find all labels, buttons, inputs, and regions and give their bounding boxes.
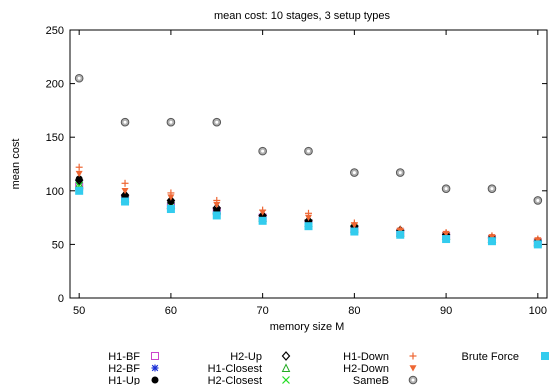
data-point xyxy=(74,73,84,83)
data-point xyxy=(533,240,542,249)
legend-marker xyxy=(409,365,417,372)
data-point xyxy=(442,235,451,244)
data-point xyxy=(75,163,83,171)
legend-label: H2-Closest xyxy=(208,375,262,385)
y-axis-label: mean cost xyxy=(10,139,22,190)
legend-marker xyxy=(408,375,418,385)
legend-marker xyxy=(281,363,291,372)
data-point xyxy=(166,205,175,214)
y-tick-label: 250 xyxy=(46,25,64,37)
legend-marker xyxy=(151,352,159,360)
x-tick-label: 60 xyxy=(165,305,177,317)
legend-label: H2-BF xyxy=(108,363,140,375)
data-point xyxy=(212,211,221,220)
legend-marker xyxy=(151,376,159,384)
x-tick-label: 90 xyxy=(440,305,452,317)
data-point xyxy=(350,219,358,227)
data-point xyxy=(212,117,222,127)
data-point xyxy=(258,216,267,225)
data-point xyxy=(350,227,359,236)
chart-title: mean cost: 10 stages, 3 setup types xyxy=(214,10,391,22)
x-tick-label: 70 xyxy=(257,305,269,317)
legend-label: H1-Up xyxy=(108,375,140,385)
data-point xyxy=(167,198,175,206)
data-point xyxy=(166,117,176,127)
data-point xyxy=(75,170,83,178)
data-point xyxy=(395,168,405,177)
legend-marker xyxy=(282,376,290,384)
legend-label: H1-Down xyxy=(343,351,389,363)
data-point xyxy=(304,222,313,231)
legend-label: Brute Force xyxy=(462,351,519,363)
data-point xyxy=(304,146,313,156)
data-point xyxy=(305,209,312,217)
x-tick-label: 50 xyxy=(73,305,85,317)
data-point xyxy=(259,206,267,214)
legend-marker xyxy=(409,352,417,360)
y-tick-label: 50 xyxy=(52,239,64,251)
data-point xyxy=(213,196,221,204)
data-point xyxy=(442,229,450,237)
data-point xyxy=(350,168,359,177)
legend-label: H1-Closest xyxy=(208,363,262,375)
data-point xyxy=(213,201,221,209)
legend-label: H2-Up xyxy=(230,351,262,363)
plot-frame xyxy=(69,29,548,299)
axis-ticks: 0 50 100 150 200 250 50 60 70 80 90 100 xyxy=(46,25,547,317)
data-point xyxy=(121,197,130,206)
data-point xyxy=(487,237,496,246)
data-point xyxy=(75,175,83,183)
data-point xyxy=(75,186,84,195)
legend-marker xyxy=(281,351,291,361)
data-point xyxy=(487,184,497,193)
y-tick-label: 200 xyxy=(46,79,64,91)
x-tick-label: 100 xyxy=(529,305,547,317)
legend-marker xyxy=(541,352,549,360)
legend-marker xyxy=(151,364,159,372)
data-point xyxy=(167,189,175,197)
y-tick-label: 150 xyxy=(46,132,64,144)
data-point xyxy=(120,117,130,127)
y-tick-label: 100 xyxy=(46,186,64,198)
legend-label: SameB xyxy=(353,375,389,385)
data-point xyxy=(396,230,405,239)
data-point xyxy=(121,179,129,187)
x-tick-label: 80 xyxy=(348,305,360,317)
data-points xyxy=(74,73,543,249)
data-point xyxy=(533,196,543,205)
y-tick-label: 0 xyxy=(58,293,64,305)
legend-label: H1-BF xyxy=(108,351,140,363)
legend-label: H2-Down xyxy=(343,363,389,375)
data-point xyxy=(121,188,129,195)
data-point xyxy=(305,214,312,222)
data-point xyxy=(441,184,451,193)
x-axis-label: memory size M xyxy=(270,321,345,333)
data-point xyxy=(258,146,267,156)
data-point xyxy=(167,194,175,201)
